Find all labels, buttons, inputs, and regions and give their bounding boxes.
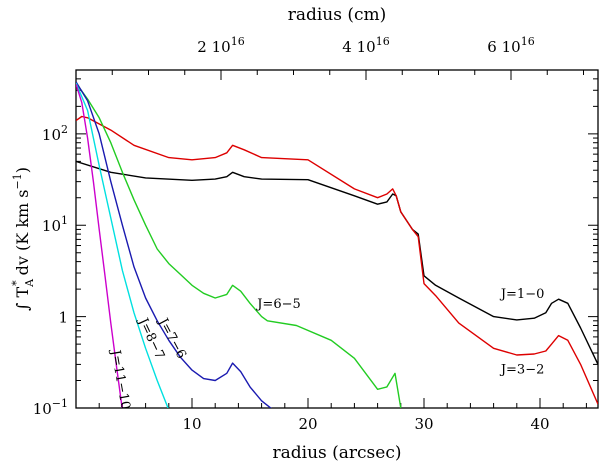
y-axis-title: ∫ TA* dv (K km s−1) [10,167,36,311]
series-label-j-3-2: J=3−2 [499,362,545,377]
y-tick-label: 102 [42,123,68,144]
x-axis-title: radius (arcsec) [272,443,401,463]
top-tick-label: 2 1016 [197,35,244,56]
x-tick-label: 30 [414,415,433,433]
series-line-j-8-7 [76,82,169,408]
series-line-j-7-6 [76,81,272,408]
series-label-j-1-0: J=1−0 [499,287,545,302]
top-tick-label: 6 1016 [487,35,534,56]
series-line-j-11-10 [76,83,123,408]
y-tick-label: 1 [58,309,68,327]
y-title-close: ) [13,167,32,173]
axis-ticks: 10 20 30 40 10−1 1 101 102 2 1016 4 1016 6 1016 [33,35,598,433]
top-axis-title: radius (cm) [288,5,387,25]
y-tick-label: 10−1 [33,397,68,418]
series-label-j-11-10: J=11−10 [107,347,133,411]
series-group [76,81,598,408]
x-tick-label: 20 [298,415,317,433]
x-tick-label: 10 [182,415,201,433]
series-line-j-3-2 [76,115,598,405]
series-line-j-6-5 [76,82,402,408]
y-title-sub: A [23,278,36,288]
y-title-rest: dv (K km s [13,190,32,281]
y-title-exp: −1 [11,173,24,189]
top-tick-label: 4 1016 [342,35,389,56]
x-tick-label: 40 [530,415,549,433]
svg-text:∫ TA* dv (K km s−1): ∫ TA* dv (K km s−1) [10,167,36,311]
y-title-sup: * [10,280,23,286]
series-label-j-6-5: J=6−5 [255,297,301,312]
curve-labels: J=1−0J=3−2J=6−5J=7−6J=8−7J=11−10 [107,287,544,411]
y-tick-label: 101 [42,214,68,235]
y-title-main: ∫ T [13,287,32,311]
